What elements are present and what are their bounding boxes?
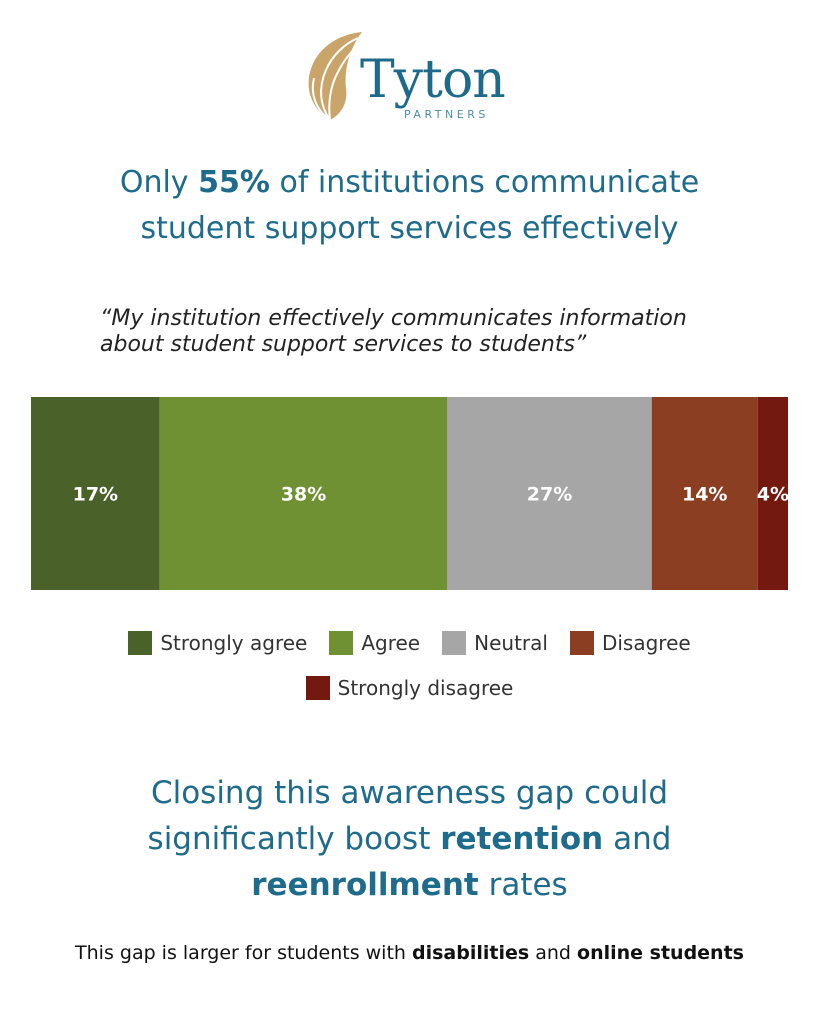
closing-bold-retention: retention	[440, 821, 604, 857]
closing-and: and	[603, 821, 672, 857]
logo-subtitle: PARTNERS	[404, 108, 489, 121]
legend-swatch	[569, 631, 594, 655]
survey-quote: “My institution effectively communicates…	[100, 306, 687, 357]
legend-row-1: Strongly agree Agree Neutral Disagree	[0, 631, 819, 655]
legend-swatch	[442, 631, 467, 655]
data-label-disagree: 14%	[682, 484, 727, 506]
legend-item-strongly-agree: Strongly agree	[128, 631, 307, 655]
legend-swatch	[128, 631, 153, 655]
headline-suffix: of institutions communicate	[269, 165, 700, 200]
tyton-logo: Tyton PARTNERS	[300, 28, 520, 124]
closing-statement: Closing this awareness gap could signifi…	[0, 770, 819, 908]
footnote-bold-online: online students	[577, 942, 744, 964]
legend-label: Neutral	[474, 631, 548, 655]
headline: Only 55% of institutions communicate stu…	[0, 160, 819, 252]
closing-line-3: reenrollment rates	[0, 862, 819, 908]
headline-line-2: student support services effectively	[140, 211, 679, 246]
footnote-prefix: This gap is larger for students with	[75, 942, 412, 964]
shell-icon	[308, 32, 363, 121]
legend-item-disagree: Disagree	[569, 631, 691, 655]
legend-label: Agree	[361, 631, 421, 655]
legend-label: Strongly disagree	[337, 676, 514, 700]
data-label-strongly-agree: 17%	[73, 484, 118, 506]
data-label-strongly-disagree: 4%	[757, 484, 788, 506]
bar-segment-disagree	[651, 397, 758, 590]
footnote-bold-disabilities: disabilities	[412, 942, 530, 964]
legend-item-neutral: Neutral	[442, 631, 548, 655]
data-label-agree: 38%	[281, 484, 326, 506]
closing-suffix: rates	[478, 867, 568, 903]
logo-wordmark: Tyton	[360, 50, 506, 110]
headline-percent: 55%	[198, 165, 270, 200]
stacked-bar-chart: 17% 38% 27% 14% 4%	[31, 397, 788, 590]
legend-label: Disagree	[601, 631, 691, 655]
legend-item-agree: Agree	[329, 631, 420, 655]
legend-swatch	[305, 676, 330, 700]
footnote-and: and	[529, 942, 578, 964]
closing-prefix: significantly boost	[147, 821, 441, 857]
legend-swatch	[329, 631, 354, 655]
closing-line-2: significantly boost retention and	[0, 816, 819, 862]
headline-prefix: Only	[119, 165, 199, 200]
closing-bold-reenrollment: reenrollment	[251, 867, 479, 903]
legend-label: Strongly agree	[160, 631, 308, 655]
closing-line-1: Closing this awareness gap could	[150, 775, 669, 811]
bar-segment-strongly-agree	[31, 397, 160, 590]
legend-item-strongly-disagree: Strongly disagree	[305, 676, 514, 700]
bar-segment-strongly-disagree	[757, 397, 788, 590]
headline-line-1: Only 55% of institutions communicate	[0, 160, 819, 206]
data-label-neutral: 27%	[527, 484, 572, 506]
legend-row-2: Strongly disagree	[0, 676, 819, 700]
bar-segment-neutral	[447, 397, 652, 590]
bar-segment-agree	[159, 397, 448, 590]
footnote: This gap is larger for students with dis…	[0, 942, 819, 964]
